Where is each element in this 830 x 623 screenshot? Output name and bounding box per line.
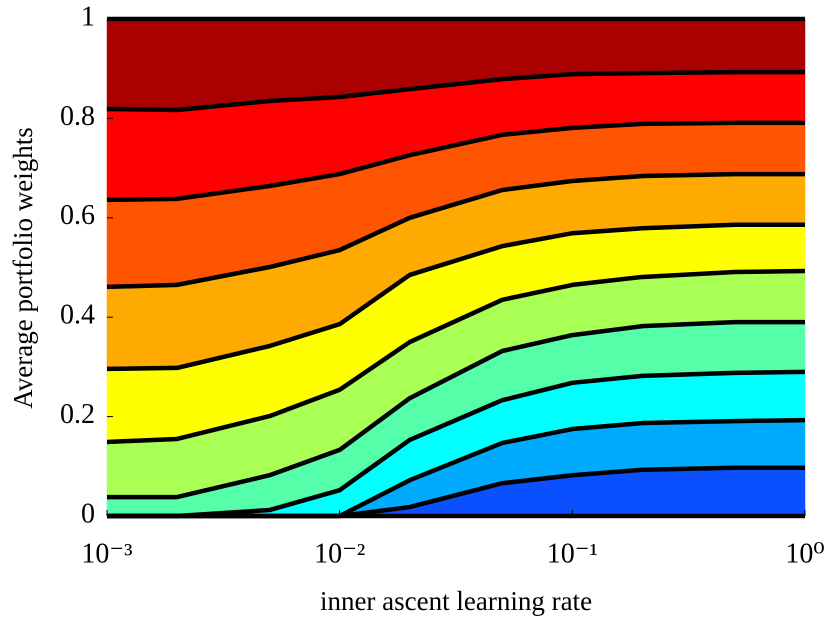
area-edge — [107, 319, 805, 500]
x-tick-label: 10⁻¹ — [547, 538, 598, 569]
x-tick-label: 10⁻³ — [81, 538, 132, 569]
y-tick-label: 0 — [81, 498, 95, 529]
area-edge — [106, 171, 805, 290]
y-tick-label: 0.4 — [60, 300, 95, 331]
x-tick-label: 10⁰ — [785, 538, 824, 569]
area-edge — [106, 69, 805, 113]
y-axis-label: Average portfolio weights — [8, 127, 38, 408]
x-tick-label: 10⁻² — [314, 538, 365, 569]
y-tick-label: 0.8 — [60, 101, 95, 132]
x-axis-label: inner ascent learning rate — [320, 586, 592, 616]
y-tick-label: 1 — [81, 1, 95, 32]
area-edge — [106, 222, 805, 372]
area-edge — [107, 369, 806, 519]
area-edge — [106, 120, 805, 203]
y-tick-label: 0.2 — [60, 399, 95, 430]
y-tick-label: 0.6 — [60, 200, 95, 231]
area-edge — [106, 268, 806, 445]
